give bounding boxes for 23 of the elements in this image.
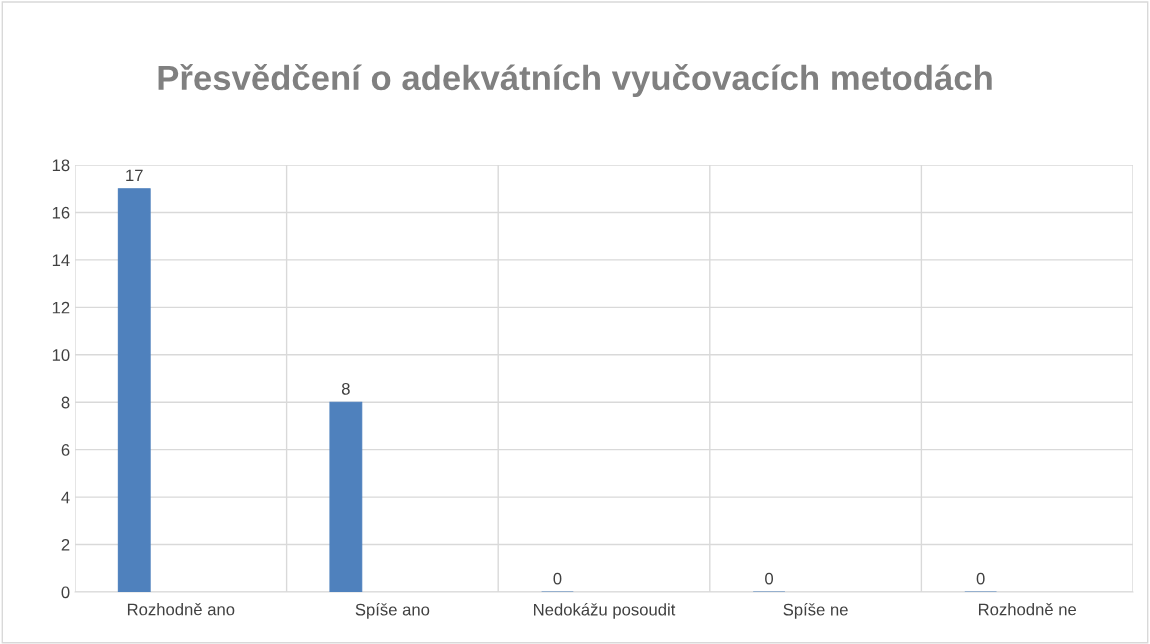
y-tick-label: 18 (52, 159, 70, 172)
bar (117, 188, 151, 592)
data-label: 8 (341, 382, 350, 395)
y-tick-label: 16 (52, 206, 70, 219)
y-tick-label: 4 (61, 491, 70, 504)
x-tick-label: Spíše ano (355, 603, 430, 619)
y-tick-label: 6 (61, 444, 70, 456)
y-tick-label: 12 (52, 301, 70, 314)
data-label: 0 (976, 572, 985, 585)
data-label: 0 (765, 572, 774, 585)
x-tick-label: Rozhodně ano (127, 603, 235, 616)
x-tick-label: Rozhodně ne (978, 603, 1077, 616)
data-label: 17 (126, 169, 143, 182)
chart-title: Přesvědčení o adekvátních vyučovacích metodách (158, 63, 992, 98)
y-tick-label: 0 (61, 586, 70, 599)
y-tick-label: 10 (52, 349, 70, 361)
x-tick-label: Nedokážu posoudit (534, 603, 676, 619)
y-tick-label: 8 (61, 396, 70, 409)
data-label: 0 (553, 572, 562, 585)
x-tick-label: Spíše ne (783, 603, 848, 619)
y-tick-label: 14 (52, 254, 70, 266)
y-tick-label: 2 (61, 538, 70, 551)
bar (329, 401, 363, 592)
